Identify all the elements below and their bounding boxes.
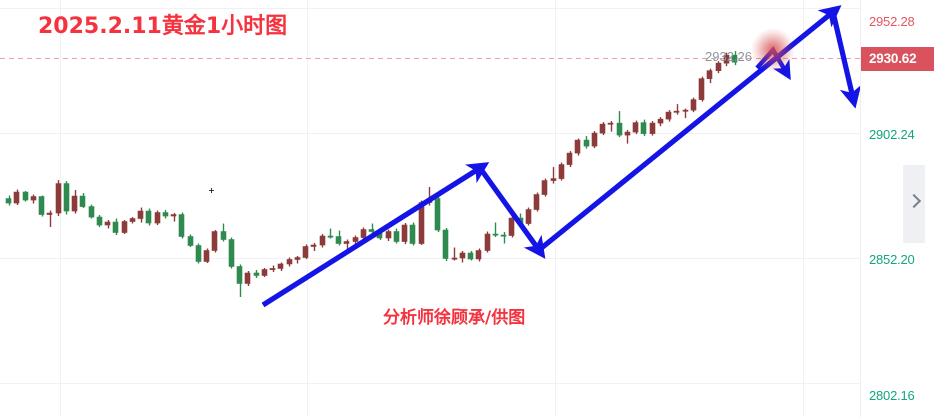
axis-label-2902: 2902.24 <box>869 127 915 142</box>
current-price-badge: 2930.62 <box>861 47 934 71</box>
page-title: 2025.2.11黄金1小时图 <box>38 14 288 39</box>
chevron-right-icon <box>906 193 922 209</box>
side-panel-expand-handle[interactable] <box>903 165 925 243</box>
axis-label-2952: 2952.28 <box>869 14 915 29</box>
swing-high-price-label: 2932.26 <box>705 49 752 64</box>
chart-plot-area[interactable]: 2932.26 2025.2.11黄金1小时图 分析师徐顾承/供图 <box>0 0 860 417</box>
crosshair-cursor-icon <box>209 188 214 193</box>
axis-label-2802: 2802.16 <box>869 388 915 403</box>
swing-high-glow-marker <box>751 28 795 72</box>
candlestick-svg <box>0 0 860 417</box>
analyst-credit: 分析师徐顾承/供图 <box>383 308 526 328</box>
axis-label-2852: 2852.20 <box>869 252 915 267</box>
